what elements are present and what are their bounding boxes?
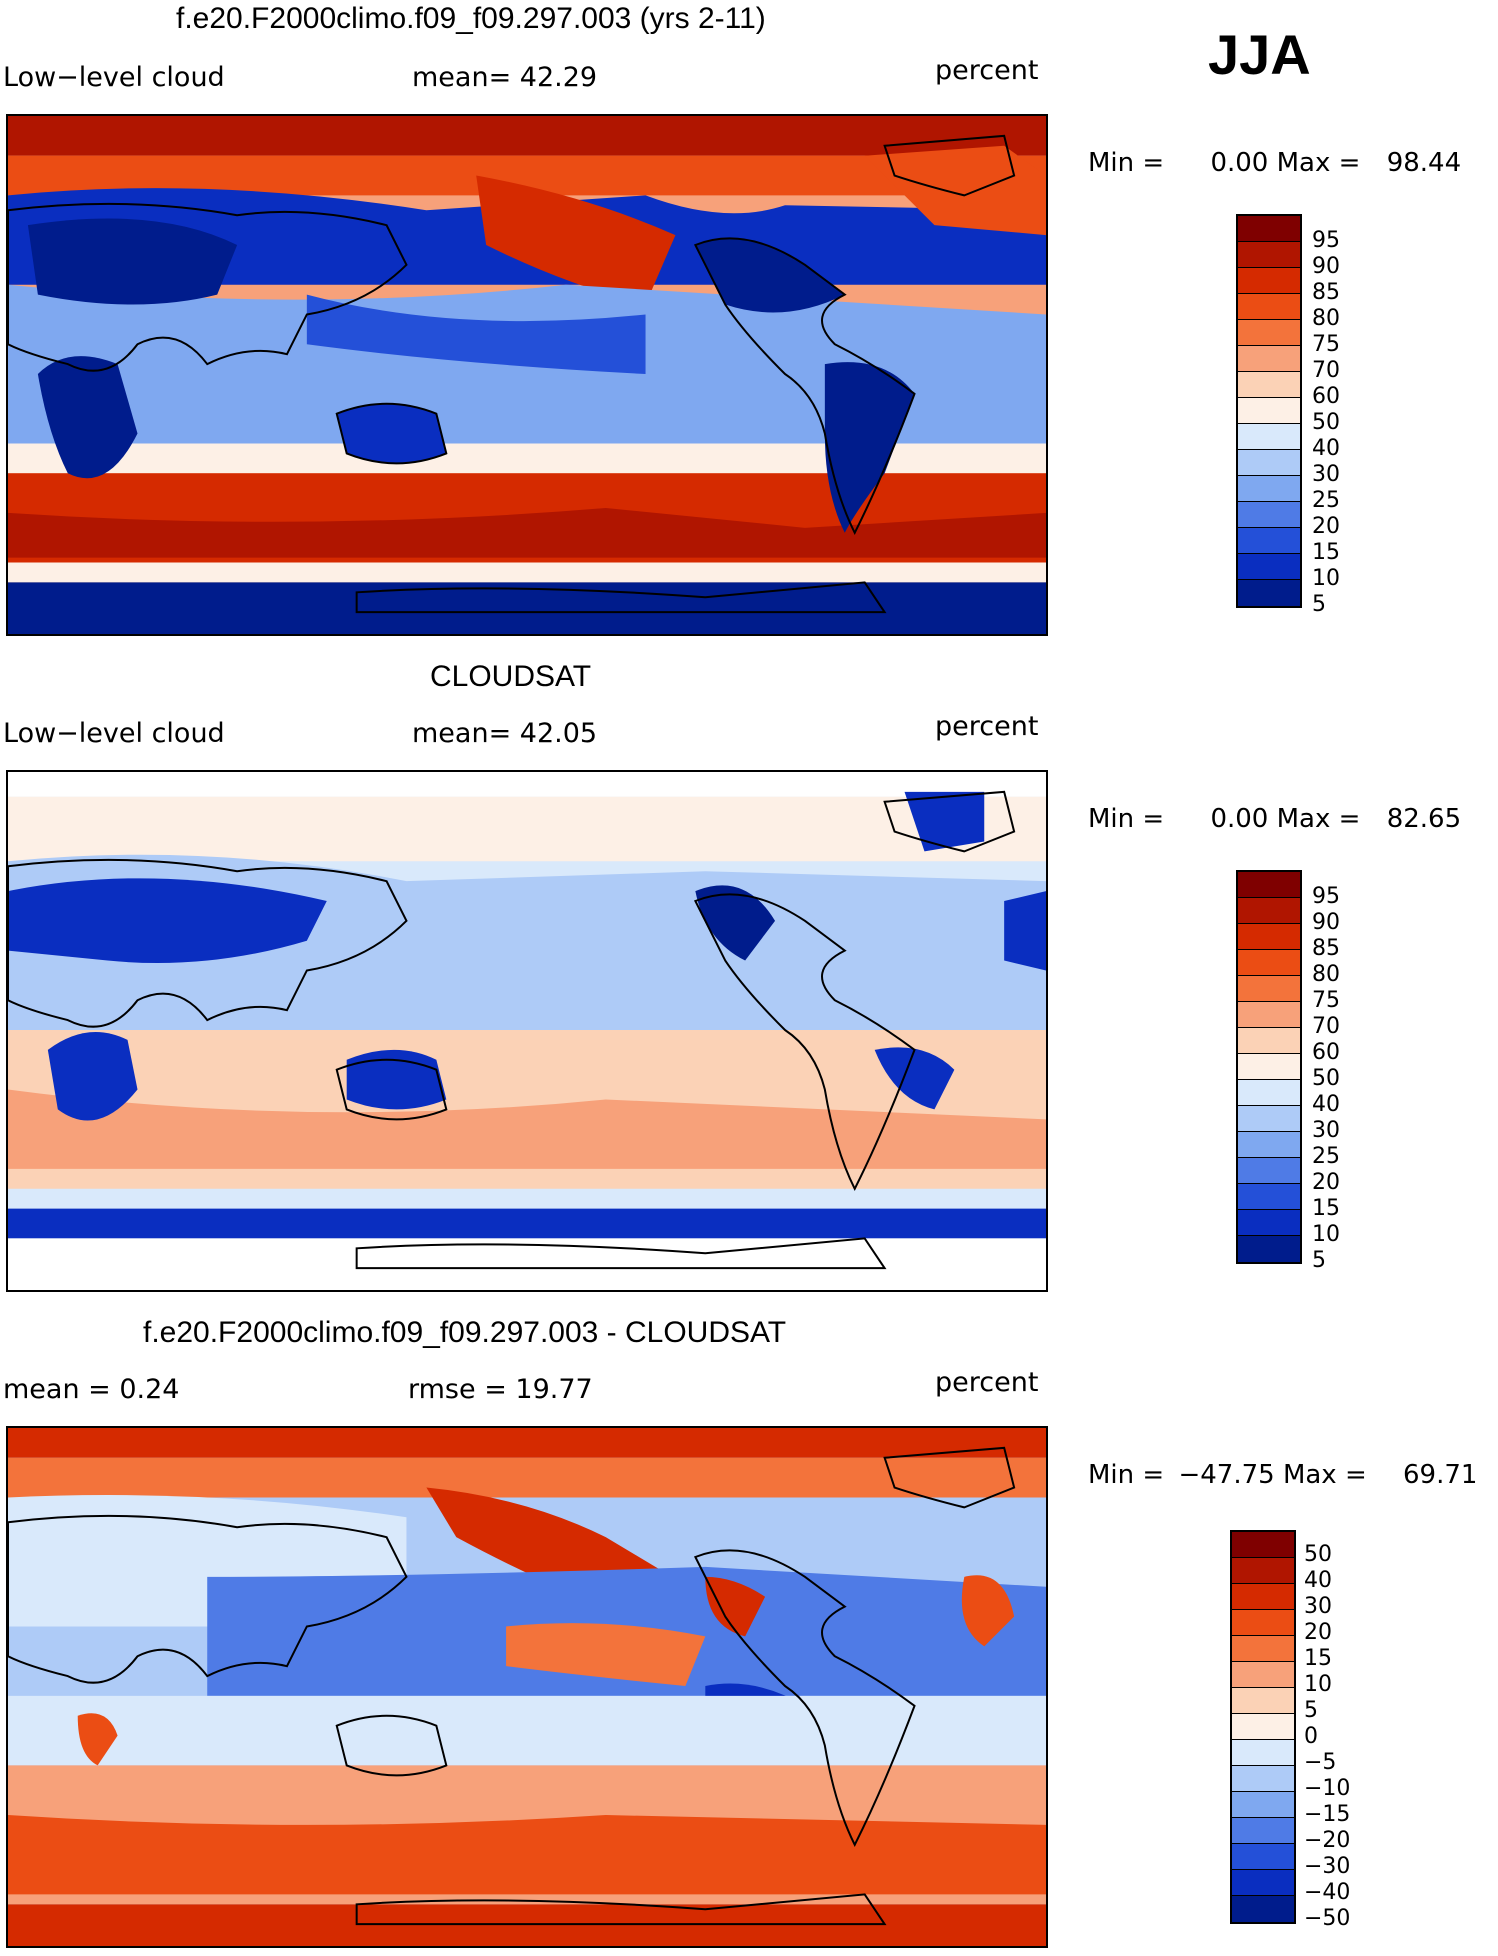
- panel-units-label-2: percent: [935, 711, 1039, 742]
- min-label-1: Min =: [1088, 148, 1165, 178]
- panel-title-2: CLOUDSAT: [430, 660, 592, 693]
- colorbar-tick: 85: [1312, 936, 1340, 961]
- colorbar-tick: −5: [1304, 1750, 1337, 1775]
- panel-mean-label-1: mean= 42.29: [412, 62, 598, 93]
- max-label-3: Max =: [1282, 1460, 1367, 1490]
- colorbar-tick: 50: [1304, 1542, 1332, 1567]
- colorbar-tick: 15: [1312, 540, 1340, 565]
- panel-units-label-1: percent: [935, 55, 1039, 86]
- map-panel-model: [6, 114, 1048, 636]
- panel-minmax-3: Min = −47.75 Max = 69.71: [1088, 1460, 1477, 1490]
- panel-mean-label-2: mean= 42.05: [412, 718, 598, 749]
- colorbar-1: [1236, 214, 1302, 608]
- colorbar-tick: 95: [1312, 884, 1340, 909]
- colorbar-tick: 50: [1312, 1066, 1340, 1091]
- colorbar-tick: 15: [1304, 1646, 1332, 1671]
- map-panel-difference: [6, 1426, 1048, 1948]
- colorbar-2: [1236, 870, 1302, 1264]
- colorbar-3: [1230, 1530, 1296, 1924]
- colorbar-tick: 75: [1312, 332, 1340, 357]
- colorbar-tick: 5: [1304, 1698, 1318, 1723]
- colorbar-tick: 30: [1312, 1118, 1340, 1143]
- min-value-1: 0.00: [1210, 148, 1269, 178]
- colorbar-tick: 40: [1312, 1092, 1340, 1117]
- colorbar-tick: −50: [1304, 1906, 1351, 1931]
- colorbar-tick: 80: [1312, 306, 1340, 331]
- colorbar-tick: 50: [1312, 410, 1340, 435]
- colorbar-tick: 25: [1312, 1144, 1340, 1169]
- max-value-2: 82.65: [1386, 804, 1462, 834]
- colorbar-tick: 25: [1312, 488, 1340, 513]
- colorbar-tick: −20: [1304, 1828, 1351, 1853]
- panel-variable-label-2: Low−level cloud: [3, 718, 225, 749]
- max-value-3: 69.71: [1403, 1460, 1478, 1490]
- panel-mean-label-3: mean = 0.24: [3, 1374, 180, 1405]
- colorbar-tick: 10: [1312, 566, 1340, 591]
- colorbar-tick: 30: [1304, 1594, 1332, 1619]
- colorbar-tick: 75: [1312, 988, 1340, 1013]
- colorbar-tick: 5: [1312, 592, 1326, 617]
- colorbar-tick: 70: [1312, 358, 1340, 383]
- colorbar-tick: 20: [1312, 1170, 1340, 1195]
- min-label-2: Min =: [1088, 804, 1165, 834]
- min-value-2: 0.00: [1210, 804, 1269, 834]
- panel-variable-label-1: Low−level cloud: [3, 62, 225, 93]
- panel-title-3: f.e20.F2000climo.f09_f09.297.003 - CLOUD…: [143, 1316, 787, 1349]
- colorbar-tick: 80: [1312, 962, 1340, 987]
- panel-minmax-2: Min = 0.00 Max = 82.65: [1088, 804, 1461, 834]
- colorbar-tick: 40: [1312, 436, 1340, 461]
- panel-minmax-1: Min = 0.00 Max = 98.44: [1088, 148, 1461, 178]
- colorbar-tick: 20: [1312, 514, 1340, 539]
- min-label-3: Min =: [1088, 1460, 1165, 1490]
- colorbar-tick: 95: [1312, 228, 1340, 253]
- difference-cloud-map: [8, 1428, 1046, 1946]
- panel-units-label-3: percent: [935, 1367, 1039, 1398]
- model-cloud-map: [8, 116, 1046, 634]
- colorbar-tick: 40: [1304, 1568, 1332, 1593]
- colorbar-tick: 20: [1304, 1620, 1332, 1645]
- colorbar-tick: −30: [1304, 1854, 1351, 1879]
- panel-title-1: f.e20.F2000climo.f09_f09.297.003 (yrs 2-…: [176, 2, 766, 35]
- cloudsat-cloud-map: [8, 772, 1046, 1290]
- colorbar-tick: 15: [1312, 1196, 1340, 1221]
- colorbar-tick: −15: [1304, 1802, 1351, 1827]
- season-label: JJA: [1208, 23, 1311, 86]
- colorbar-tick: 60: [1312, 384, 1340, 409]
- colorbar-tick: 10: [1304, 1672, 1332, 1697]
- colorbar-tick: 60: [1312, 1040, 1340, 1065]
- colorbar-tick: −40: [1304, 1880, 1351, 1905]
- max-label-1: Max =: [1276, 148, 1361, 178]
- colorbar-tick: 70: [1312, 1014, 1340, 1039]
- colorbar-tick: 5: [1312, 1248, 1326, 1273]
- max-label-2: Max =: [1276, 804, 1361, 834]
- panel-rmse-label-3: rmse = 19.77: [408, 1374, 593, 1405]
- colorbar-tick: −10: [1304, 1776, 1351, 1801]
- colorbar-tick: 85: [1312, 280, 1340, 305]
- min-value-3: −47.75: [1178, 1460, 1275, 1490]
- colorbar-tick: 10: [1312, 1222, 1340, 1247]
- max-value-1: 98.44: [1386, 148, 1462, 178]
- colorbar-tick: 90: [1312, 254, 1340, 279]
- map-panel-cloudsat: [6, 770, 1048, 1292]
- colorbar-tick: 90: [1312, 910, 1340, 935]
- colorbar-tick: 30: [1312, 462, 1340, 487]
- colorbar-tick: 0: [1304, 1724, 1318, 1749]
